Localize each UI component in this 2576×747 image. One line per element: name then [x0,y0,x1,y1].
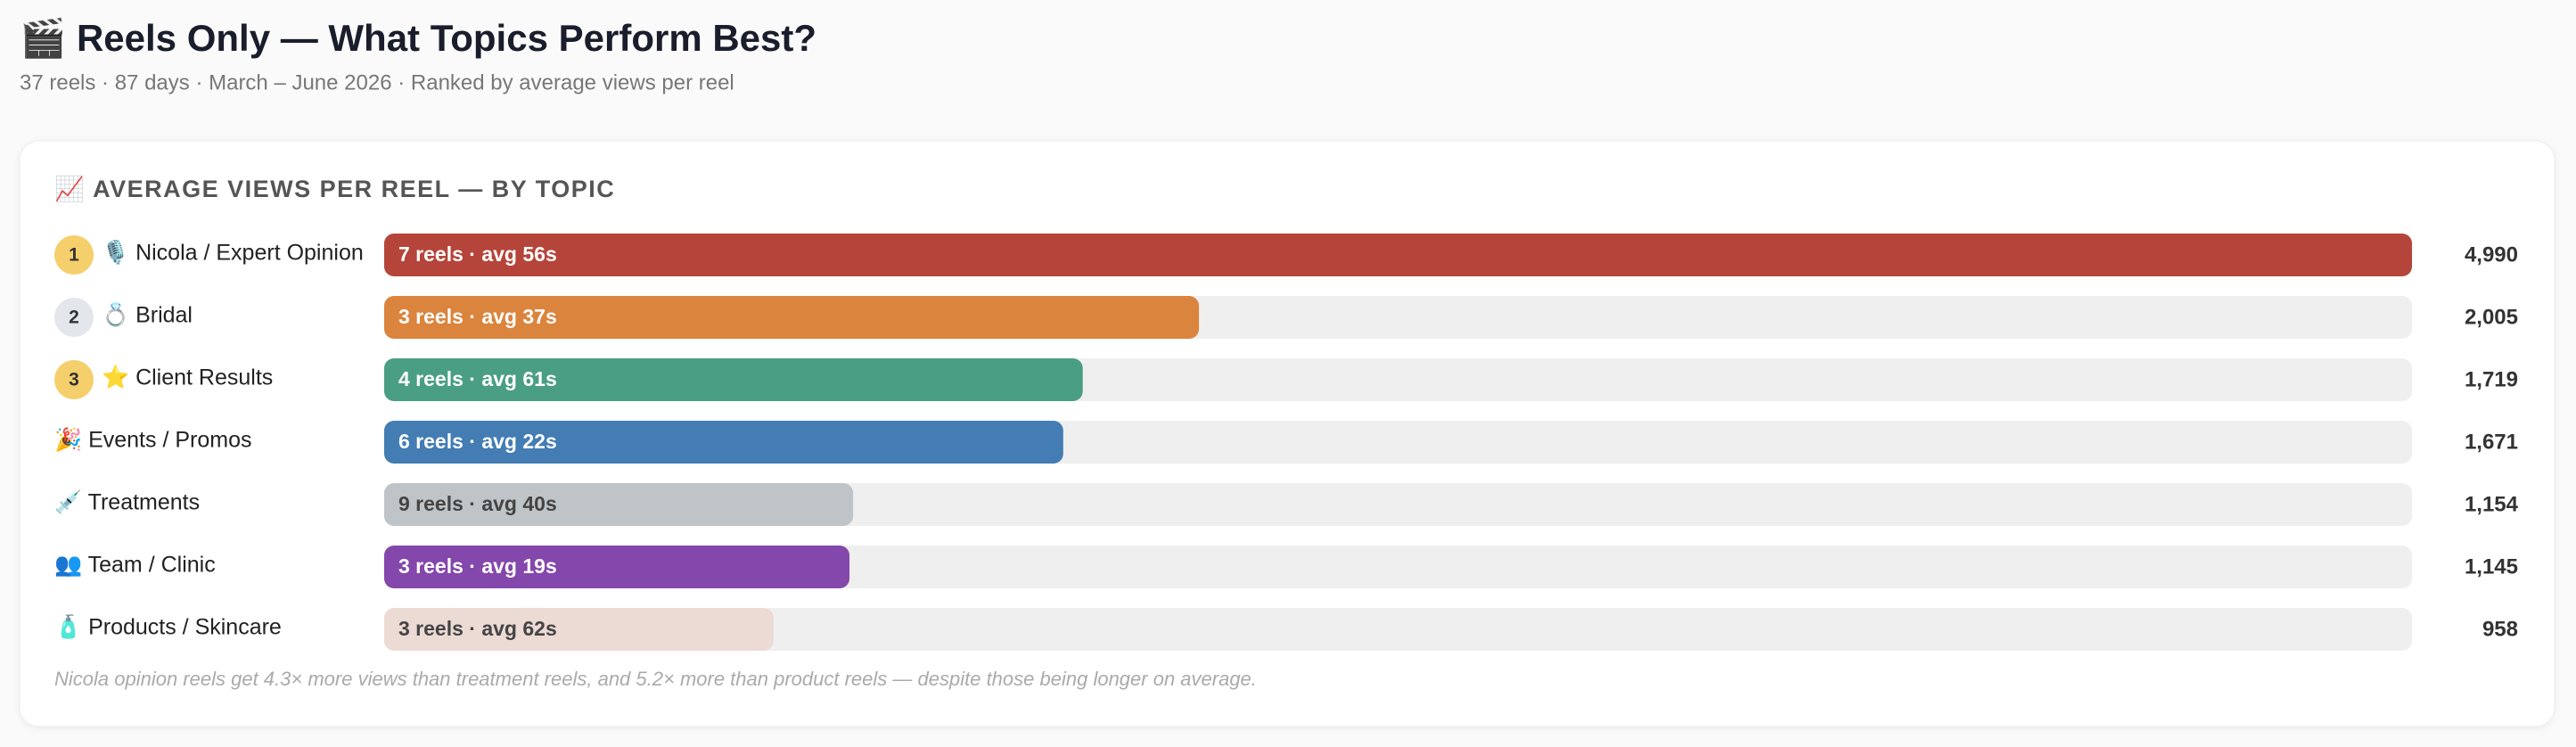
bar [384,358,1083,401]
topic-label: 🎙️ Nicola / Expert Opinion [102,240,364,266]
page-subtitle: 37 reels · 87 days · March – June 2026 ·… [20,70,734,94]
topic-label: ⭐ Client Results [102,365,273,390]
rank-number: 1 [69,245,79,266]
rank-number: 3 [69,370,79,390]
topic-label: 🎉 Events / Promos [54,427,251,454]
bar [384,608,774,651]
bar-label: 4 reels · avg 61s [398,367,557,390]
rank-number: 2 [69,308,79,328]
bar [384,234,2412,276]
bar-track [384,483,2412,526]
bar [384,296,1200,339]
bar-track [384,608,2412,651]
rank-badge [54,235,94,275]
bar-label: 3 reels · avg 19s [398,554,557,578]
rank-badge [54,360,94,399]
bar-label: 7 reels · avg 56s [398,242,557,266]
value-label: 1,671 [2465,430,2518,454]
rank-badge [54,298,94,337]
bar-label: 6 reels · avg 22s [398,430,557,453]
bar-label: 9 reels · avg 40s [398,492,557,515]
topic-label: 💉 Treatments [54,489,200,515]
topic-label: 💍 Bridal [102,302,193,329]
page-title: 🎬 Reels Only — What Topics Perform Best? [20,16,816,60]
card-title: 📈 AVERAGE VIEWS PER REEL — BY TOPIC [54,175,615,202]
bar [384,546,850,588]
value-label: 958 [2482,617,2518,641]
value-label: 1,145 [2465,554,2518,579]
topic-label: 👥 Team / Clinic [54,553,216,578]
value-label: 2,005 [2465,305,2518,329]
value-label: 1,719 [2465,367,2518,391]
bar [384,483,854,526]
value-label: 1,154 [2465,492,2519,516]
note: Nicola opinion reels get 4.3× more views… [54,668,1257,690]
bar-label: 3 reels · avg 37s [398,305,557,328]
topic-label: 🧴 Products / Skincare [54,614,282,640]
bar [384,421,1063,464]
bar-label: 3 reels · avg 62s [398,617,557,640]
value-label: 4,990 [2465,242,2518,267]
bar-track [384,546,2412,588]
